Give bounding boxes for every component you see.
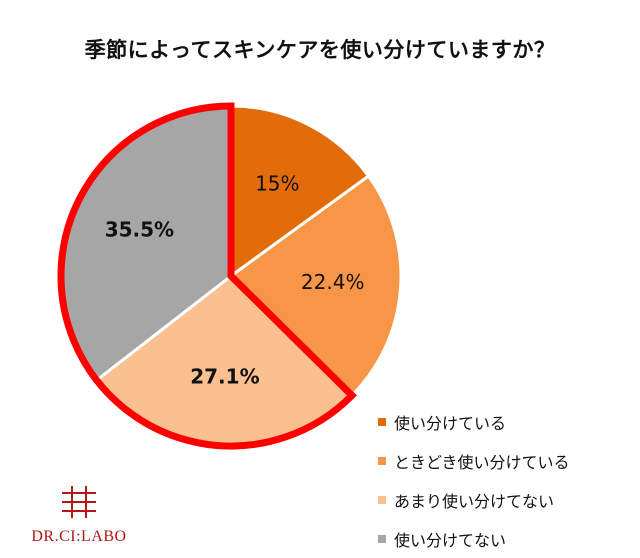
legend-item: 使い分けてない <box>378 519 570 558</box>
brand-logo: DR.CI:LABO <box>24 484 134 546</box>
highlight-outline <box>57 102 357 450</box>
legend-swatch <box>378 456 386 465</box>
legend-item: ときどき使い分けている <box>378 441 570 480</box>
data-label: 35.5% <box>105 218 174 242</box>
legend-label: ときどき使い分けている <box>394 452 570 472</box>
data-label: 15% <box>255 172 299 196</box>
legend-item: 使い分けている <box>378 402 570 441</box>
data-label: 27.1% <box>190 364 259 388</box>
legend-swatch <box>378 495 386 504</box>
data-label: 22.4% <box>301 270 365 294</box>
logo-mark-icon <box>62 486 96 518</box>
pie-slice <box>229 104 371 279</box>
legend-label: 使い分けている <box>394 413 507 433</box>
legend: 使い分けている ときどき使い分けている あまり使い分けてない 使い分けてない <box>378 402 570 558</box>
chart-title: 季節によってスキンケアを使い分けていますか？ <box>84 38 556 62</box>
legend-swatch <box>378 534 386 543</box>
legend-label: あまり使い分けてない <box>394 491 555 511</box>
data-labels: 15% 22.4% 27.1% 35.5% <box>105 172 365 389</box>
logo-text: DR.CI:LABO <box>31 528 127 545</box>
pie-slice <box>228 173 403 398</box>
legend-swatch <box>378 417 386 426</box>
legend-item: あまり使い分けてない <box>378 480 570 519</box>
legend-label: 使い分けてない <box>394 530 507 550</box>
highlight-outline-path <box>57 102 357 450</box>
